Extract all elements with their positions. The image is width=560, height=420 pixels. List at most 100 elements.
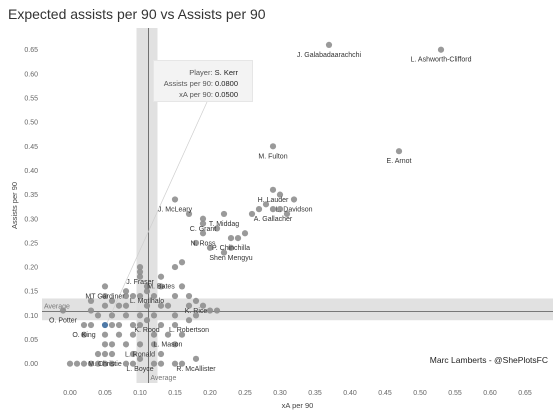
point-label: J. Fraser bbox=[126, 279, 154, 286]
data-point bbox=[94, 350, 102, 358]
data-point bbox=[178, 331, 186, 338]
data-point bbox=[283, 210, 291, 218]
data-point bbox=[122, 360, 130, 367]
data-point bbox=[87, 360, 95, 367]
tooltip-connector bbox=[106, 101, 208, 324]
point-label: L. Ronald bbox=[125, 351, 155, 358]
x-tick-label: 0.65 bbox=[518, 390, 532, 397]
point-label: M. Bates bbox=[147, 284, 175, 291]
x-axis-label: xA per 90 bbox=[282, 401, 314, 410]
data-point bbox=[80, 321, 88, 329]
tooltip: Player: S. Kerr Assists per 90: 0.0800 x… bbox=[153, 60, 253, 102]
data-point bbox=[227, 244, 235, 251]
data-point bbox=[122, 288, 130, 295]
point-label: L. Ashworth-Clifford bbox=[411, 57, 472, 64]
data-point bbox=[164, 331, 172, 338]
data-point bbox=[108, 321, 116, 329]
data-point bbox=[129, 321, 137, 329]
point-label: P. Chinchilla bbox=[212, 245, 250, 252]
data-point bbox=[192, 312, 200, 319]
chart-title: Expected assists per 90 vs Assists per 9… bbox=[8, 6, 266, 22]
data-point bbox=[171, 312, 179, 319]
point-label: T. Middag bbox=[209, 221, 239, 228]
data-point bbox=[199, 220, 207, 227]
data-point bbox=[122, 312, 130, 319]
x-tick-label: 0.60 bbox=[483, 390, 497, 397]
data-point bbox=[171, 196, 179, 203]
point-label: L. Robertson bbox=[169, 327, 209, 334]
data-point bbox=[395, 148, 403, 155]
data-point bbox=[150, 312, 158, 319]
x-tick-label: 0.35 bbox=[308, 390, 322, 397]
data-point bbox=[80, 331, 88, 338]
data-point bbox=[325, 41, 333, 49]
data-point bbox=[136, 312, 144, 319]
data-point bbox=[129, 292, 137, 300]
point-label: M. Fulton bbox=[258, 153, 287, 160]
data-point bbox=[437, 46, 445, 53]
data-point bbox=[185, 302, 193, 309]
data-point bbox=[143, 288, 151, 295]
x-tick-label: 0.10 bbox=[133, 390, 147, 397]
data-point bbox=[178, 259, 186, 266]
data-point bbox=[171, 263, 179, 271]
data-point bbox=[150, 360, 158, 367]
x-tick-label: 0.20 bbox=[203, 390, 217, 397]
data-point bbox=[178, 360, 186, 367]
y-axis-label: Assists per 90 bbox=[10, 182, 19, 229]
point-label: K. Rood bbox=[134, 327, 159, 334]
data-point bbox=[213, 225, 221, 232]
data-point bbox=[101, 302, 109, 309]
point-label: J. McLeary bbox=[158, 206, 193, 213]
data-point bbox=[150, 341, 158, 348]
data-point bbox=[192, 239, 200, 247]
avg-y-band bbox=[42, 298, 553, 321]
x-tick-label: 0.25 bbox=[238, 390, 252, 397]
point-label: O. King bbox=[72, 332, 95, 339]
data-point bbox=[171, 292, 179, 300]
data-point bbox=[192, 297, 200, 304]
x-tick-label: 0.45 bbox=[378, 390, 392, 397]
y-tick-label: 0.50 bbox=[24, 120, 38, 127]
data-point bbox=[136, 321, 144, 329]
data-point bbox=[115, 331, 123, 338]
y-tick-label: 0.15 bbox=[24, 289, 38, 296]
data-point bbox=[115, 321, 123, 329]
data-point bbox=[136, 292, 144, 300]
data-point bbox=[157, 302, 165, 309]
point-label: R. McAllister bbox=[176, 366, 216, 373]
data-point bbox=[94, 360, 102, 367]
data-point bbox=[213, 307, 221, 314]
y-tick-label: 0.10 bbox=[24, 313, 38, 320]
point-label: L. Mason bbox=[154, 342, 183, 349]
data-point bbox=[206, 244, 214, 251]
data-point bbox=[129, 350, 137, 358]
data-point bbox=[269, 186, 277, 193]
x-tick-label: 0.50 bbox=[413, 390, 427, 397]
y-tick-label: 0.45 bbox=[24, 144, 38, 151]
data-point bbox=[136, 341, 144, 348]
y-tick-label: 0.30 bbox=[24, 216, 38, 223]
data-point bbox=[192, 355, 200, 362]
point-label: A. Gallacher bbox=[254, 216, 293, 223]
y-tick-label: 0.40 bbox=[24, 168, 38, 175]
data-point bbox=[269, 206, 277, 213]
data-point bbox=[108, 360, 116, 367]
data-point bbox=[171, 321, 179, 329]
credit-text: Marc Lamberts - @ShePlotsFC bbox=[429, 355, 548, 365]
data-point bbox=[101, 350, 109, 358]
data-point bbox=[108, 341, 116, 348]
data-point bbox=[185, 292, 193, 300]
data-point bbox=[115, 302, 123, 309]
data-point bbox=[73, 360, 81, 367]
data-point bbox=[255, 206, 263, 213]
tooltip-assists-value: 0.0800 bbox=[215, 79, 238, 88]
data-point bbox=[143, 302, 151, 309]
data-point bbox=[164, 302, 172, 309]
avg-x-label: Average bbox=[150, 375, 176, 382]
data-point bbox=[199, 230, 207, 237]
data-point bbox=[234, 235, 242, 242]
data-point bbox=[157, 350, 165, 358]
tooltip-xa-row: xA per 90: 0.0500 bbox=[154, 89, 252, 100]
x-tick-label: 0.00 bbox=[63, 390, 77, 397]
